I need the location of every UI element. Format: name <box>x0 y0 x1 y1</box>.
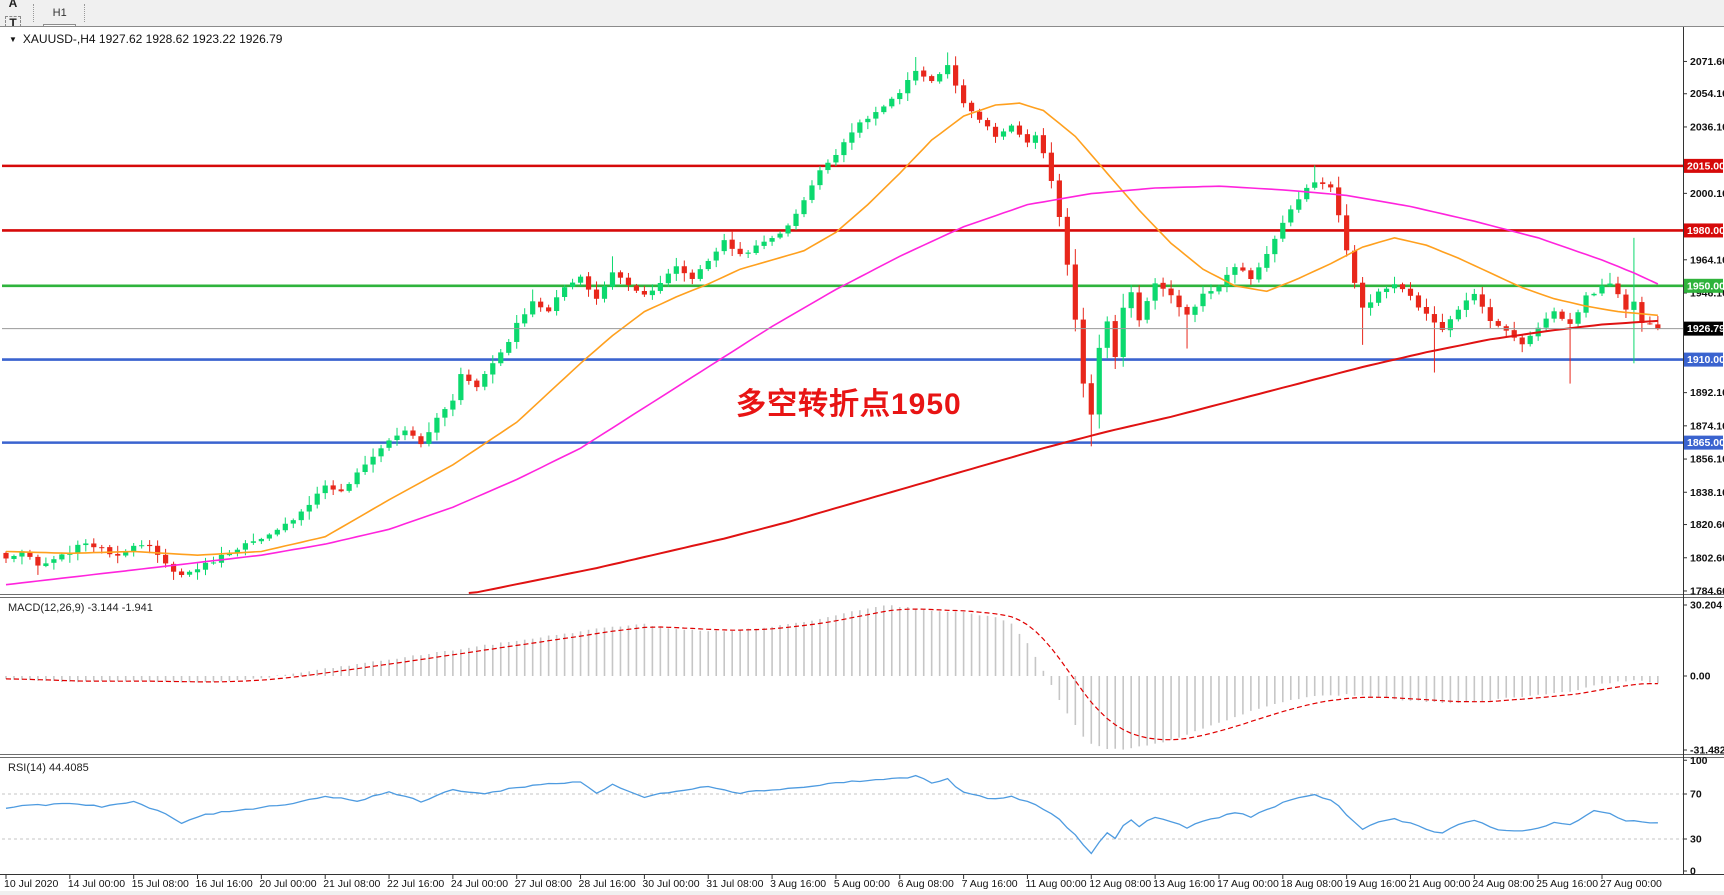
macd-signal-line <box>5 608 1658 741</box>
price-badge-1865.00: 1865.00 <box>1684 435 1724 450</box>
text-label-tool-icon: A <box>8 0 18 10</box>
svg-text:30.204: 30.204 <box>1690 599 1722 611</box>
svg-text:1910.00: 1910.00 <box>1687 354 1724 366</box>
text-label-tool-button[interactable]: A <box>1 0 25 13</box>
price-tick-label: 1892.10 <box>1690 387 1724 399</box>
date-tick-label: 11 Aug 00:00 <box>1025 878 1086 890</box>
chart-title: ▼ XAUUSD-,H4 1927.62 1928.62 1923.22 192… <box>9 32 282 46</box>
date-tick-label: 31 Jul 08:00 <box>706 878 763 890</box>
svg-text:-31.482: -31.482 <box>1690 745 1724 757</box>
timeframe-button-h1[interactable]: H1 <box>52 7 67 19</box>
price-tick-label: 1802.60 <box>1690 552 1724 564</box>
price-tick-label: 1820.60 <box>1690 519 1724 531</box>
date-tick-label: 6 Aug 08:00 <box>898 878 954 890</box>
date-axis: 10 Jul 2020 14 Jul 00:00 15 Jul 08:00 16 Ju… <box>4 875 1662 890</box>
candlestick-series <box>3 52 1661 580</box>
chart-window: 2071.602054.102036.102000.101964.101946.… <box>0 26 1724 893</box>
date-tick-label: 16 Jul 16:00 <box>196 878 253 890</box>
svg-text:1865.00: 1865.00 <box>1687 437 1724 449</box>
svg-text:1950.00: 1950.00 <box>1687 280 1724 292</box>
svg-text:2015.00: 2015.00 <box>1687 160 1724 172</box>
date-tick-label: 22 Jul 16:00 <box>387 878 444 890</box>
date-tick-label: 25 Aug 16:00 <box>1536 878 1598 890</box>
date-tick-label: 15 Jul 08:00 <box>132 878 189 890</box>
date-tick-label: 24 Aug 08:00 <box>1472 878 1534 890</box>
chart-title-text: XAUUSD-,H4 1927.62 1928.62 1923.22 1926.… <box>22 32 283 46</box>
price-tick-label: 2000.10 <box>1690 188 1724 200</box>
macd-histogram <box>5 605 1659 750</box>
price-badge-1980.00: 1980.00 <box>1684 223 1724 238</box>
price-badge-1950.00: 1950.00 <box>1684 278 1724 293</box>
rsi-axis: 100 70 30 0 <box>1683 755 1708 878</box>
svg-text:0: 0 <box>1690 866 1696 878</box>
svg-text:0.00: 0.00 <box>1690 671 1711 683</box>
date-tick-label: 14 Jul 00:00 <box>68 878 125 890</box>
price-tick-label: 2071.60 <box>1690 56 1724 68</box>
date-tick-label: 21 Jul 08:00 <box>323 878 380 890</box>
price-tick-label: 1874.10 <box>1690 420 1724 432</box>
price-tick-label: 1838.10 <box>1690 487 1724 499</box>
symbol-dropdown-icon[interactable]: ▼ <box>9 34 17 44</box>
toolbar-separator <box>84 4 86 22</box>
macd-axis: 30.204 0.00 -31.482 <box>1683 599 1724 757</box>
price-badge-2015.00: 2015.00 <box>1684 158 1724 173</box>
date-tick-label: 28 Jul 16:00 <box>579 878 636 890</box>
price-badge-1910.00: 1910.00 <box>1684 352 1724 367</box>
svg-text:70: 70 <box>1690 789 1702 801</box>
date-tick-label: 19 Aug 16:00 <box>1345 878 1407 890</box>
price-tick-label: 1784.60 <box>1690 585 1724 597</box>
fast-ma-orange-line <box>5 102 1658 557</box>
date-tick-label: 21 Aug 00:00 <box>1408 878 1470 890</box>
date-tick-label: 5 Aug 00:00 <box>834 878 890 890</box>
price-tick-label: 2036.10 <box>1690 121 1724 133</box>
price-axis: 2071.602054.102036.102000.101964.101946.… <box>1683 56 1724 597</box>
svg-text:30: 30 <box>1690 834 1702 846</box>
date-tick-label: 24 Jul 00:00 <box>451 878 508 890</box>
date-tick-label: 30 Jul 00:00 <box>642 878 699 890</box>
date-tick-label: 3 Aug 16:00 <box>770 878 826 890</box>
chart-annotation-text: 多空转折点1950 <box>736 388 962 421</box>
date-tick-label: 17 Aug 00:00 <box>1217 878 1279 890</box>
svg-text:1926.79: 1926.79 <box>1687 323 1724 335</box>
svg-text:100: 100 <box>1690 755 1708 767</box>
date-tick-label: 10 Jul 2020 <box>4 878 58 890</box>
rsi-line <box>5 774 1658 855</box>
price-tick-label: 2054.10 <box>1690 88 1724 100</box>
date-tick-label: 27 Jul 08:00 <box>515 878 572 890</box>
date-tick-label: 20 Jul 00:00 <box>259 878 316 890</box>
price-badge-1926.79: 1926.79 <box>1684 321 1724 336</box>
toolbar: FAT⤡▾ M1M5M15M30H1H4D1W1MN <box>0 0 1724 103</box>
rsi-indicator-label: RSI(14) 44.4085 <box>8 762 89 774</box>
macd-indicator-label: MACD(12,26,9) -3.144 -1.941 <box>8 602 153 614</box>
price-tick-label: 1964.10 <box>1690 254 1724 266</box>
date-tick-label: 7 Aug 16:00 <box>962 878 1018 890</box>
slow-ma-red-line <box>468 319 1658 594</box>
svg-text:1980.00: 1980.00 <box>1687 225 1724 237</box>
toolbar-separator <box>33 4 35 22</box>
price-tick-label: 1856.10 <box>1690 454 1724 466</box>
date-tick-label: 18 Aug 08:00 <box>1281 878 1343 890</box>
date-tick-label: 12 Aug 08:00 <box>1089 878 1151 890</box>
price-chart-canvas: 2071.602054.102036.102000.101964.101946.… <box>0 27 1724 893</box>
mid-ma-magenta-line <box>5 185 1659 586</box>
date-tick-label: 27 Aug 00:00 <box>1600 878 1662 890</box>
date-tick-label: 13 Aug 16:00 <box>1153 878 1215 890</box>
